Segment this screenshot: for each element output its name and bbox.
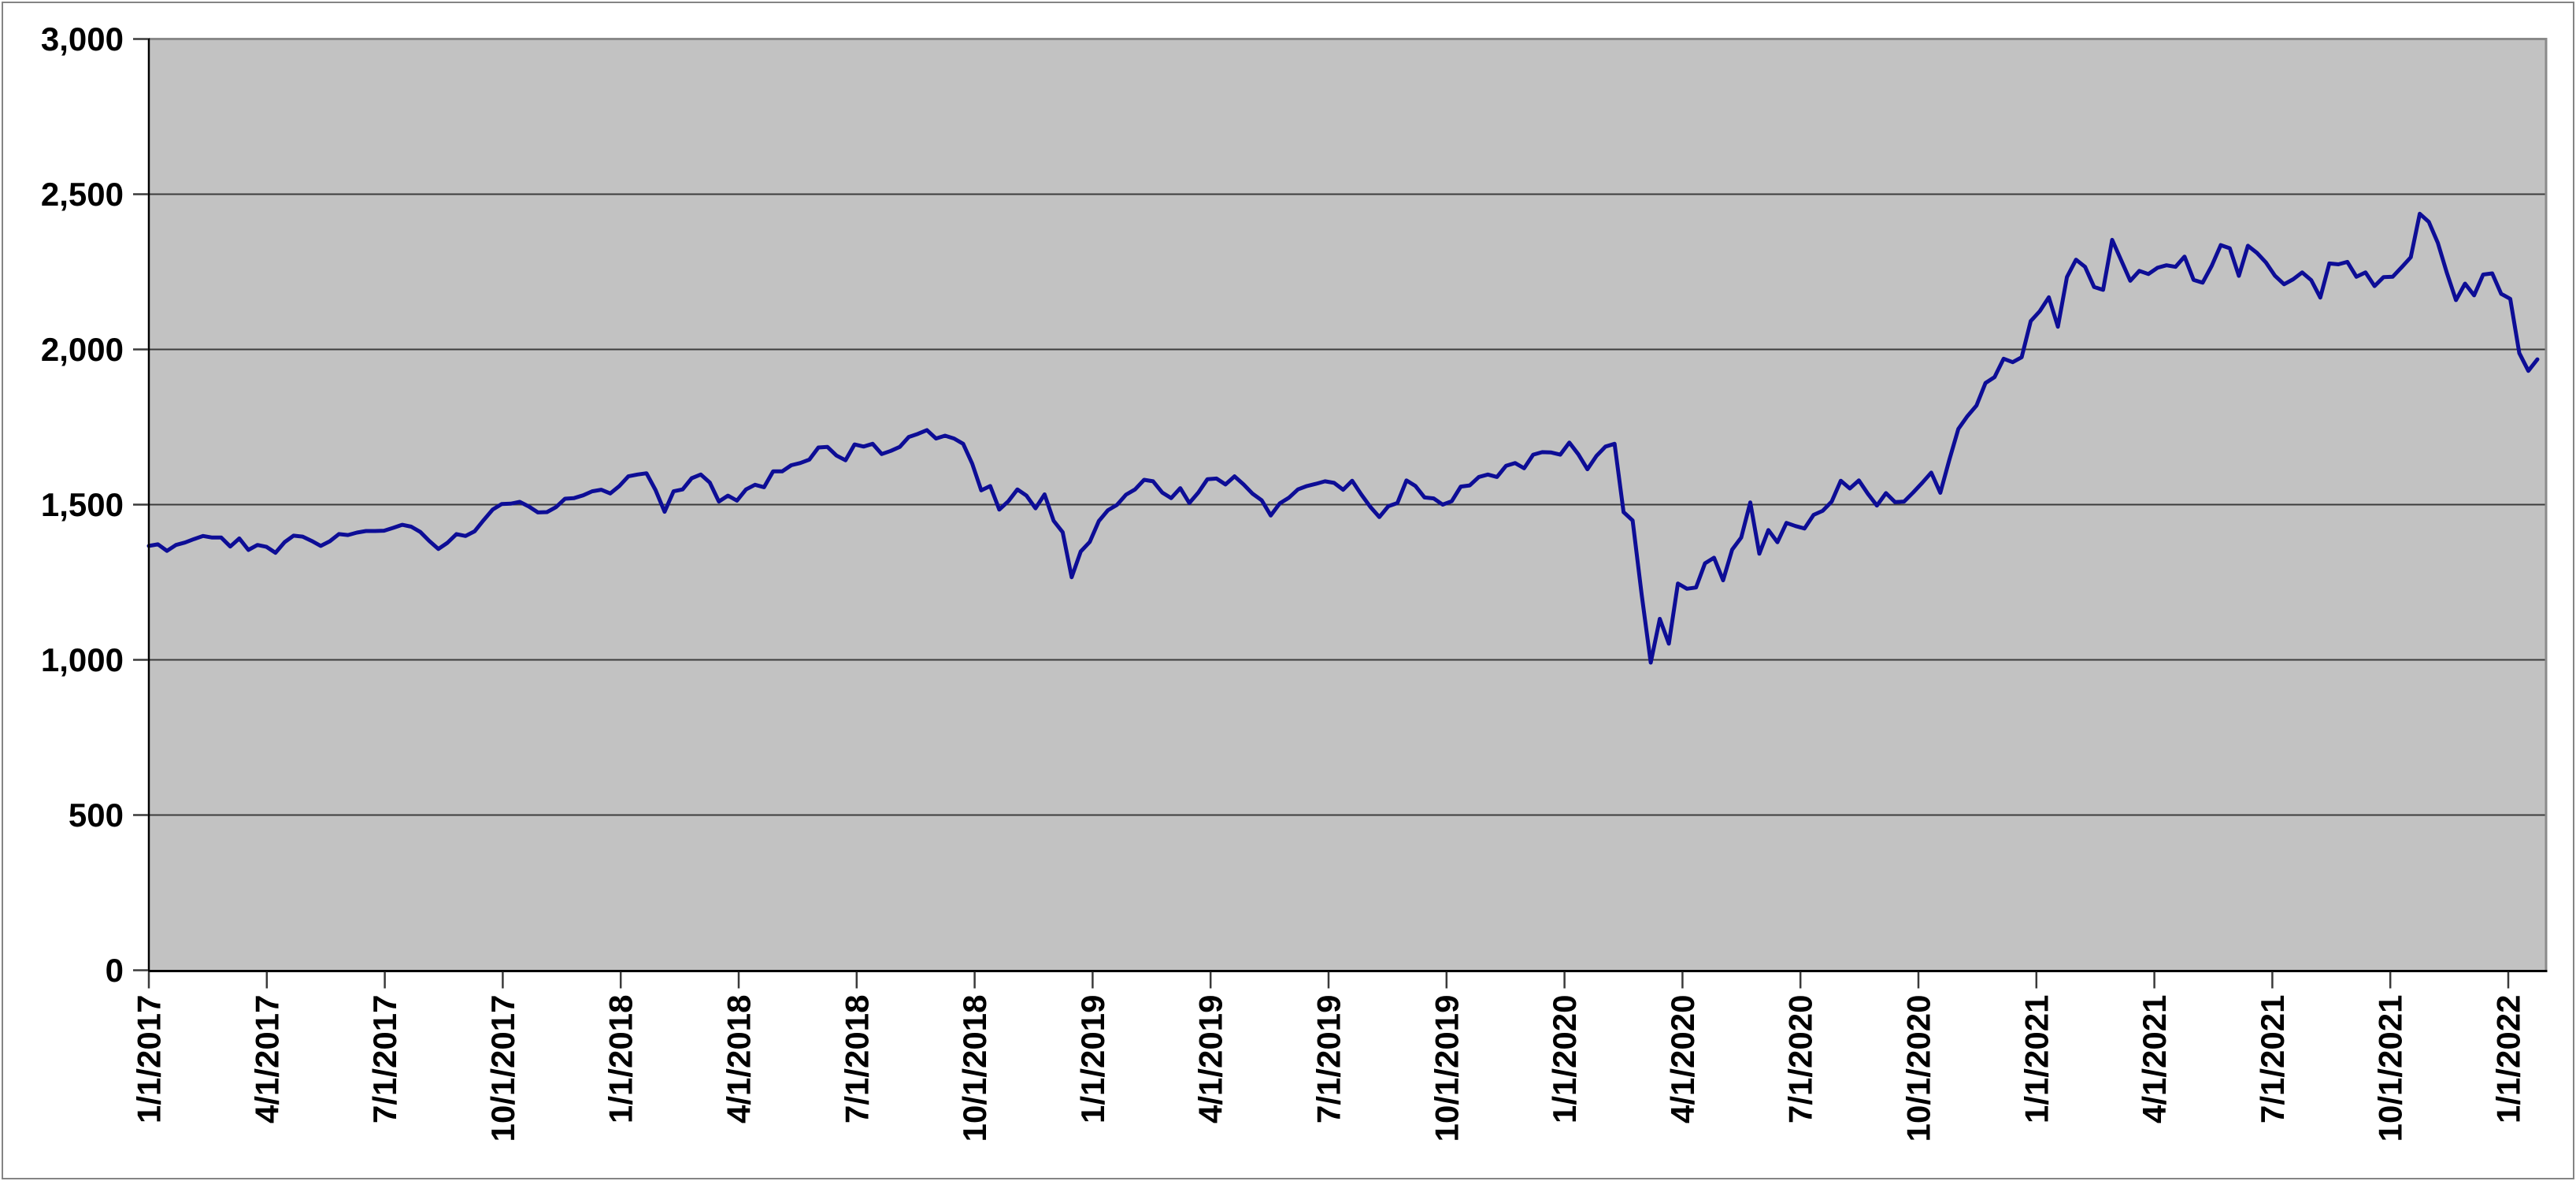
x-axis-label: 10/1/2019 xyxy=(1428,995,1465,1142)
x-axis-label: 10/1/2020 xyxy=(1900,995,1937,1142)
y-axis-label: 2,500 xyxy=(41,176,124,213)
x-axis-label: 1/1/2020 xyxy=(1546,995,1583,1124)
y-axis-label: 0 xyxy=(106,952,124,989)
x-axis-label: 4/1/2020 xyxy=(1664,995,1701,1124)
series-line xyxy=(146,211,2540,665)
x-axis-label: 7/1/2019 xyxy=(1310,995,1347,1124)
x-axis-label: 7/1/2018 xyxy=(838,995,875,1124)
y-axis-label: 3,000 xyxy=(41,20,124,58)
x-axis-label: 1/1/2021 xyxy=(2018,995,2055,1124)
y-axis-label: 2,000 xyxy=(41,331,124,368)
x-axis-label: 4/1/2017 xyxy=(248,995,285,1124)
x-axis-label: 7/1/2021 xyxy=(2254,995,2291,1124)
x-axis-label: 7/1/2017 xyxy=(366,995,403,1124)
x-axis-label: 4/1/2021 xyxy=(2136,995,2173,1124)
x-axis-label: 10/1/2018 xyxy=(956,995,993,1142)
x-axis-label: 10/1/2017 xyxy=(484,995,521,1142)
x-axis-label: 1/1/2017 xyxy=(131,995,168,1124)
x-axis-label: 1/1/2019 xyxy=(1074,995,1111,1124)
x-axis-label: 1/1/2022 xyxy=(2490,995,2527,1124)
x-axis-label: 10/1/2021 xyxy=(2372,995,2409,1142)
x-axis-label: 1/1/2018 xyxy=(602,995,639,1124)
x-axis-label: 4/1/2018 xyxy=(721,995,758,1124)
y-axis-label: 1,500 xyxy=(41,486,124,523)
y-axis-label: 1,000 xyxy=(41,641,124,678)
x-axis-label: 4/1/2019 xyxy=(1192,995,1229,1124)
y-axis-label: 500 xyxy=(69,797,124,834)
x-axis-label: 7/1/2020 xyxy=(1782,995,1819,1124)
